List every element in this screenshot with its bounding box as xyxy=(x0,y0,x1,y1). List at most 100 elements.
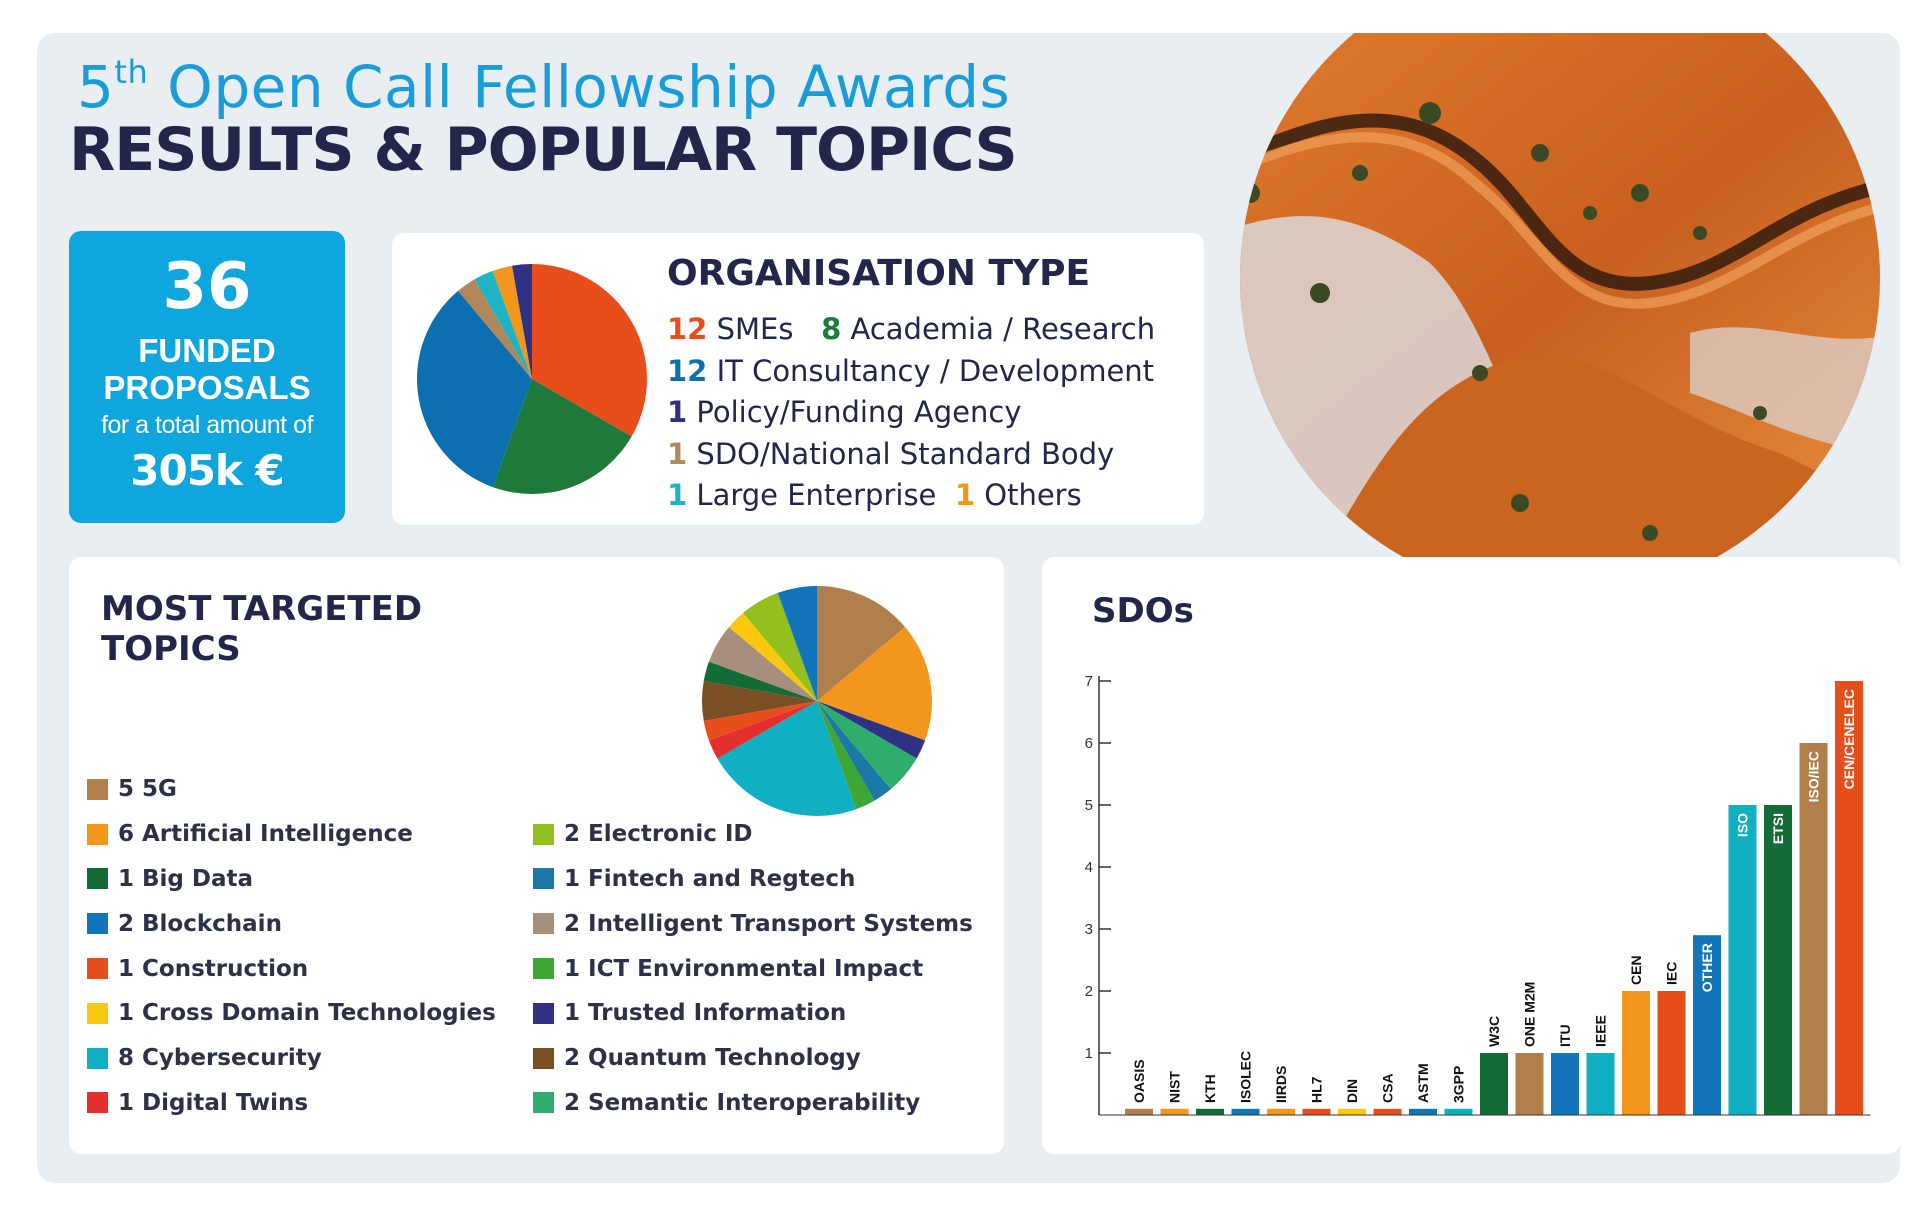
organisation-title: ORGANISATION TYPE xyxy=(667,253,1091,294)
topics-pie-slice-cross-domain-technologies xyxy=(728,612,817,701)
sdo-bar-label-cen: CEN xyxy=(1628,955,1644,985)
topic-legend-item-blockchain: 2 Blockchain xyxy=(87,901,496,946)
topic-legend-label: 1 ICT Environmental Impact xyxy=(564,955,924,982)
topics-legend-col-1: 5 5G 6 Artificial Intelligence 1 Big Data 2… xyxy=(87,767,496,1125)
sdo-bar-label-astm: ASTM xyxy=(1415,1063,1431,1103)
topics-pie-slice-electronic-id xyxy=(743,592,817,701)
topic-legend-item-5g: 5 5G xyxy=(87,767,496,812)
org-pie-slice-smes xyxy=(532,264,647,437)
org-legend-line: 12 SMEs 8 Academia / Research xyxy=(667,309,1155,351)
org-count-large: 1 xyxy=(667,478,688,512)
topic-legend-label: 1 Cross Domain Technologies xyxy=(118,1000,496,1027)
sdo-title: SDOs xyxy=(1092,591,1194,631)
sdo-bar-csa xyxy=(1373,1108,1402,1115)
sdo-bar-other xyxy=(1693,935,1721,1115)
topic-legend-label: 8 Cybersecurity xyxy=(118,1045,322,1072)
sdo-bar-label-iso: ISO xyxy=(1735,813,1751,837)
sdo-bar-label-isolec: ISOLEC xyxy=(1238,1051,1254,1103)
sdo-card: SDOs 1 2 3 4 5 6 7 OASIS NIST KTH ISOLEC IIRDS HL7 DI… xyxy=(1042,557,1900,1154)
sdo-bar-oasis xyxy=(1125,1108,1153,1115)
topic-legend-item-ict-environmental-impact: 1 ICT Environmental Impact xyxy=(533,946,973,991)
topic-legend-label: 1 Digital Twins xyxy=(118,1089,309,1116)
legend-swatch xyxy=(87,778,108,800)
sdo-bar-label-csa: CSA xyxy=(1380,1073,1396,1103)
org-label-academia: Academia / Research xyxy=(850,312,1156,346)
funded-proposals-box: 36 FUNDED PROPOSALS for a total amount of… xyxy=(69,231,345,523)
sdo-bar-3gpp xyxy=(1444,1108,1473,1115)
sdo-bar-isolec xyxy=(1231,1108,1260,1115)
legend-swatch xyxy=(87,913,108,935)
sdo-bar-iirds xyxy=(1267,1108,1295,1115)
topics-pie-slice-big-data xyxy=(703,661,817,701)
topics-pie-slice-fintech-and-regtech xyxy=(817,701,891,801)
topics-pie-slice-trusted-information xyxy=(817,701,926,759)
legend-swatch xyxy=(533,823,554,845)
topics-legend-col-2: 2 Electronic ID 1 Fintech and Regtech 2 In… xyxy=(533,767,973,1125)
sdo-bar-label-hl7: HL7 xyxy=(1309,1076,1325,1103)
org-pie-slice-large-enterprise xyxy=(474,270,532,379)
topics-pie-slice-construction xyxy=(703,701,817,741)
legend-swatch xyxy=(87,868,108,890)
sdo-bar-label-other: OTHER xyxy=(1699,943,1715,992)
topic-legend-item-artificial-intelligence: 6 Artificial Intelligence xyxy=(87,812,496,857)
sdo-y-tick-label: 7 xyxy=(1085,673,1093,690)
topic-legend-label: 2 Intelligent Transport Systems xyxy=(564,910,973,937)
page-subtitle: RESULTS & POPULAR TOPICS xyxy=(69,115,1018,185)
sdo-y-tick-label: 5 xyxy=(1085,797,1093,814)
org-legend-line: 1 Large Enterprise 1 Others xyxy=(667,475,1155,517)
org-pie-slice-sdo-national-standard-body xyxy=(458,279,532,379)
org-legend-line: 12 IT Consultancy / Development xyxy=(667,351,1155,393)
sdo-bar-label-cen-cenelec: CEN/CENELEC xyxy=(1841,689,1857,789)
sdo-y-tick-label: 4 xyxy=(1085,859,1093,876)
sdo-y-tick-label: 6 xyxy=(1085,735,1093,752)
sdo-bar-label-one-m2m: ONE M2M xyxy=(1522,982,1538,1047)
topic-legend-item-semantic-interoperability: 2 Semantic Interoperability xyxy=(533,1081,973,1126)
sdo-bar-iso xyxy=(1728,805,1757,1115)
org-pie-slice-it-consultancy-development xyxy=(417,290,532,488)
legend-swatch xyxy=(533,868,554,890)
legend-swatch xyxy=(533,1002,554,1024)
sdo-bar-etsi xyxy=(1764,805,1792,1115)
topics-title: MOST TARGETED TOPICS xyxy=(101,589,423,669)
legend-swatch xyxy=(87,958,108,980)
topic-legend-label: 1 Construction xyxy=(118,955,309,982)
funded-count: 36 xyxy=(162,250,252,324)
topic-legend-label: 2 Semantic Interoperability xyxy=(564,1089,921,1116)
topics-pie-slice-5g xyxy=(817,586,906,701)
topic-legend-label: 2 Quantum Technology xyxy=(564,1045,861,1072)
sdo-bar-astm xyxy=(1409,1108,1437,1115)
org-count-it: 12 xyxy=(667,353,708,388)
org-count-policy: 1 xyxy=(667,395,688,429)
topic-legend-item-intelligent-transport-systems: 2 Intelligent Transport Systems xyxy=(533,901,973,946)
sdo-bar-label-din: DIN xyxy=(1344,1079,1360,1103)
topic-legend-label: 1 Trusted Information xyxy=(564,1000,847,1027)
infographic-frame: 5th Open Call Fellowship Awards RESULTS … xyxy=(37,33,1900,1183)
sdo-bar-one-m2m xyxy=(1515,1053,1544,1115)
sdo-bar-label-iec: IEC xyxy=(1664,962,1680,985)
page-title: 5th Open Call Fellowship Awards xyxy=(77,53,1011,121)
topics-pie-slice-semantic-interoperability xyxy=(817,701,917,790)
sdo-bar-nist xyxy=(1160,1108,1189,1115)
org-pie-slice-academia-research xyxy=(492,379,632,494)
topic-legend-label: 1 Fintech and Regtech xyxy=(564,865,856,892)
sdo-bar-label-itu: ITU xyxy=(1557,1024,1573,1047)
legend-swatch xyxy=(87,1047,108,1069)
sdo-bar-cen-cenelec xyxy=(1835,681,1863,1115)
sdo-bar-itu xyxy=(1551,1053,1579,1115)
topics-pie-slice-cybersecurity xyxy=(717,701,857,816)
topics-card: MOST TARGETED TOPICS 5 5G 6 Artificial Int… xyxy=(69,557,1004,1154)
topics-pie-slice-digital-twins xyxy=(708,701,817,759)
funded-label: FUNDED PROPOSALS xyxy=(103,332,311,406)
legend-swatch xyxy=(87,1002,108,1024)
sdo-bar-cen xyxy=(1622,991,1650,1115)
sdo-bar-label-iirds: IIRDS xyxy=(1273,1066,1289,1103)
sdo-bar-label-3gpp: 3GPP xyxy=(1451,1066,1467,1103)
org-label-sdo: SDO/National Standard Body xyxy=(696,436,1115,471)
topic-legend-item-cross-domain-technologies: 1 Cross Domain Technologies xyxy=(87,991,496,1036)
legend-swatch xyxy=(87,823,108,845)
topic-legend-label: 5 5G xyxy=(118,776,177,803)
topic-legend-item-construction: 1 Construction xyxy=(87,946,496,991)
sdo-bar-label-oasis: OASIS xyxy=(1131,1059,1147,1103)
topics-pie-slice-artificial-intelligence xyxy=(817,627,932,741)
sdo-bar-iso-iec xyxy=(1799,743,1828,1115)
